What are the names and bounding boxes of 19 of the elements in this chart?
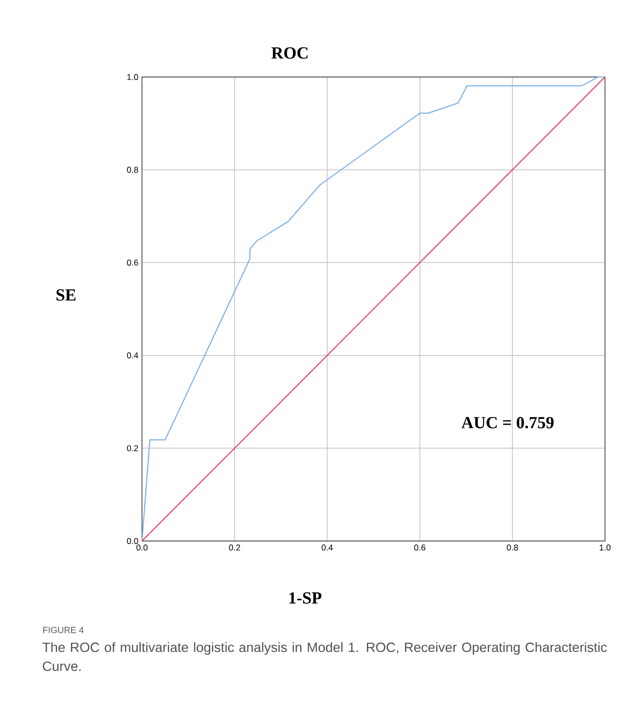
x-axis-title: 1-SP	[289, 592, 322, 604]
y-tick-label: 0.6	[127, 260, 138, 266]
y-tick-label: 0.8	[127, 166, 138, 173]
chart-title: ROC	[271, 47, 308, 59]
x-tick-label: 0.6	[414, 544, 426, 550]
x-tick-label: 1.0	[600, 544, 611, 550]
y-axis-title: SE	[56, 289, 76, 301]
y-tick-label: 0.0	[127, 538, 138, 544]
line-series	[141, 76, 606, 542]
y-tick-label: 0.2	[127, 445, 138, 452]
caption: FIGURE 4	[43, 626, 84, 634]
x-tick-label: 0.0	[136, 544, 148, 550]
y-tick-label: 0.4	[127, 352, 138, 358]
x-tick-label: 0.8	[506, 544, 518, 550]
y-tick-label: 1.0	[127, 74, 138, 80]
x-tick-label: 0.2	[229, 544, 240, 550]
text: The ROC of multivariate logistic analysis in Model 1. ROC, Receiver Operating Characteristic Curve.	[42, 642, 607, 671]
x-tick-label: 0.4	[322, 544, 333, 550]
annotation: AUC = 0.759	[461, 416, 554, 428]
